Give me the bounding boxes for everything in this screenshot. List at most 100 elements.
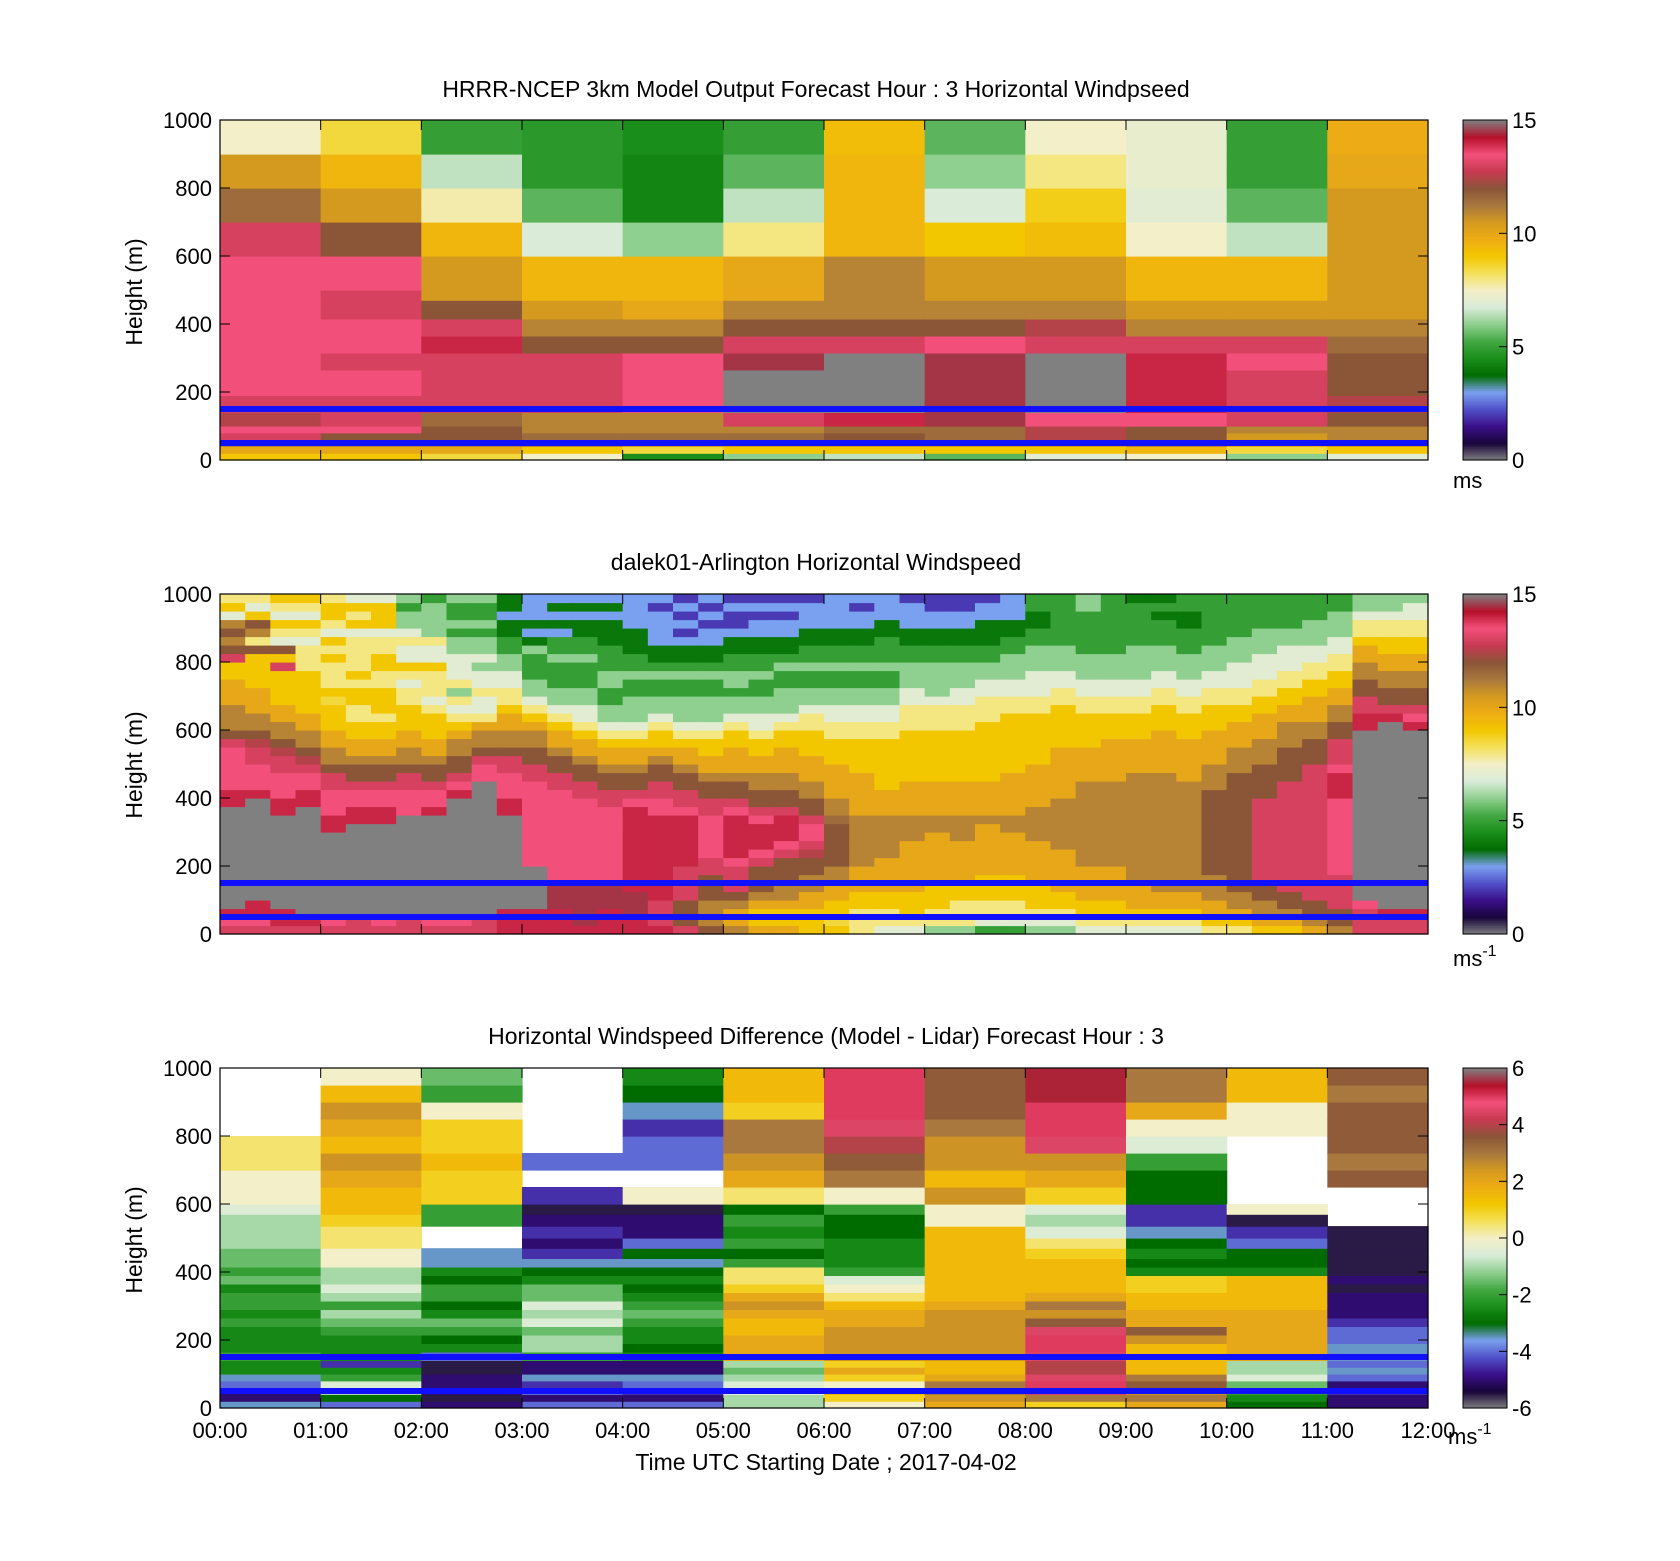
heatmap-cell	[1025, 832, 1052, 842]
heatmap-cell	[849, 840, 875, 850]
colorbar-swatch	[1463, 1319, 1507, 1322]
heatmap-cell	[1126, 1360, 1228, 1368]
colorbar-swatch	[1463, 1402, 1507, 1406]
colorbar-swatch	[1463, 1289, 1507, 1292]
heatmap-cell	[1075, 891, 1102, 901]
heatmap-cell	[773, 602, 800, 612]
heatmap-cell	[597, 815, 624, 825]
heatmap-cell	[949, 815, 976, 825]
heatmap-cell	[1251, 594, 1278, 604]
heatmap-cell	[270, 662, 297, 672]
heatmap-cell	[773, 628, 800, 638]
heatmap-cell	[1100, 781, 1127, 791]
heatmap-cell	[320, 645, 347, 655]
colorbar-swatch	[1463, 142, 1507, 145]
heatmap-cell	[572, 874, 599, 884]
heatmap-cell	[295, 840, 322, 850]
heatmap-cell	[798, 840, 825, 850]
heatmap-cell	[975, 730, 1001, 740]
heatmap-cell	[1327, 1374, 1429, 1382]
heatmap-cell	[446, 883, 473, 893]
heatmap-cell	[1100, 738, 1127, 748]
heatmap-cell	[270, 704, 297, 714]
heatmap-cell	[949, 772, 976, 782]
heatmap-cell	[1226, 1214, 1328, 1227]
heatmap-cell	[1025, 412, 1127, 420]
heatmap-cell	[723, 318, 825, 328]
heatmap-cell	[522, 696, 548, 706]
colorbar-swatch	[1463, 1153, 1507, 1156]
heatmap-cell	[1402, 653, 1429, 663]
heatmap-cell	[723, 1214, 825, 1227]
colorbar-swatch	[1463, 779, 1507, 782]
colorbar-swatch	[1463, 663, 1507, 666]
colorbar-swatch	[1463, 368, 1507, 371]
heatmap-cell	[723, 730, 750, 740]
heatmap-cell	[622, 369, 724, 379]
heatmap-cell	[622, 137, 724, 155]
heatmap-cell	[698, 645, 724, 655]
heatmap-cell	[748, 883, 775, 893]
heatmap-cell	[949, 764, 976, 774]
colorbar-swatch	[1463, 869, 1507, 872]
heatmap-cell	[1025, 1136, 1127, 1154]
heatmap-cell	[1075, 721, 1102, 731]
heatmap-cell	[1327, 1238, 1429, 1249]
colorbar-swatch	[1463, 752, 1507, 755]
heatmap-cell	[1302, 662, 1328, 672]
colorbar-swatch	[1463, 604, 1507, 607]
colorbar-swatch	[1463, 602, 1507, 605]
heatmap-cell	[320, 1258, 422, 1268]
heatmap-cell	[547, 917, 573, 927]
heatmap-cell	[849, 755, 875, 765]
heatmap-cell	[798, 925, 825, 935]
colorbar-swatch	[1463, 877, 1507, 881]
colorbar-swatch	[1463, 837, 1507, 840]
colorbar-swatch	[1463, 1163, 1507, 1166]
colorbar-swatch	[1463, 130, 1507, 133]
heatmap-cell	[1402, 832, 1429, 842]
heatmap-cell	[1025, 679, 1052, 689]
heatmap-cell	[320, 1136, 422, 1154]
heatmap-cell	[824, 1283, 926, 1293]
heatmap-cell	[1000, 764, 1026, 774]
colorbar-swatch	[1463, 412, 1507, 415]
heatmap-cell	[1126, 687, 1152, 697]
colorbar-swatch	[1463, 679, 1507, 682]
heatmap-cell	[723, 205, 825, 223]
colorbar-swatch	[1463, 1396, 1507, 1399]
heatmap-cell	[975, 781, 1001, 791]
heatmap-cell	[1025, 900, 1052, 910]
heatmap-cell	[798, 806, 825, 816]
heatmap-cell	[849, 815, 875, 825]
heatmap-cell	[1025, 1292, 1127, 1302]
colorbar-swatch	[1463, 1328, 1507, 1331]
heatmap-cell	[622, 1238, 724, 1249]
colorbar-swatch	[1463, 443, 1507, 446]
colorbar-swatch	[1463, 1304, 1507, 1307]
heatmap-cell	[723, 1300, 825, 1310]
colorbar-swatch	[1463, 420, 1507, 424]
heatmap-cell	[622, 1309, 724, 1319]
heatmap-cell	[899, 764, 926, 774]
heatmap-cell	[622, 1258, 724, 1268]
heatmap-cell	[1277, 866, 1303, 876]
colorbar-swatch	[1463, 1117, 1507, 1120]
heatmap-cell	[1402, 866, 1429, 876]
colorbar-swatch	[1463, 247, 1507, 250]
heatmap-cell	[345, 857, 372, 867]
heatmap-cell	[899, 917, 926, 927]
heatmap-cell	[345, 670, 372, 680]
heatmap-cell	[295, 645, 322, 655]
heatmap-cell	[874, 789, 901, 799]
heatmap-cell	[622, 256, 724, 267]
heatmap-cell	[597, 687, 624, 697]
heatmap-cell	[1025, 798, 1052, 808]
colorbar-swatch	[1463, 1312, 1507, 1316]
heatmap-cell	[1226, 1380, 1328, 1389]
heatmap-cell	[723, 806, 750, 816]
colorbar-swatch	[1463, 1146, 1507, 1149]
heatmap-cell	[1075, 772, 1102, 782]
heatmap-cell	[1201, 883, 1228, 893]
heatmap-cell	[1327, 222, 1429, 240]
